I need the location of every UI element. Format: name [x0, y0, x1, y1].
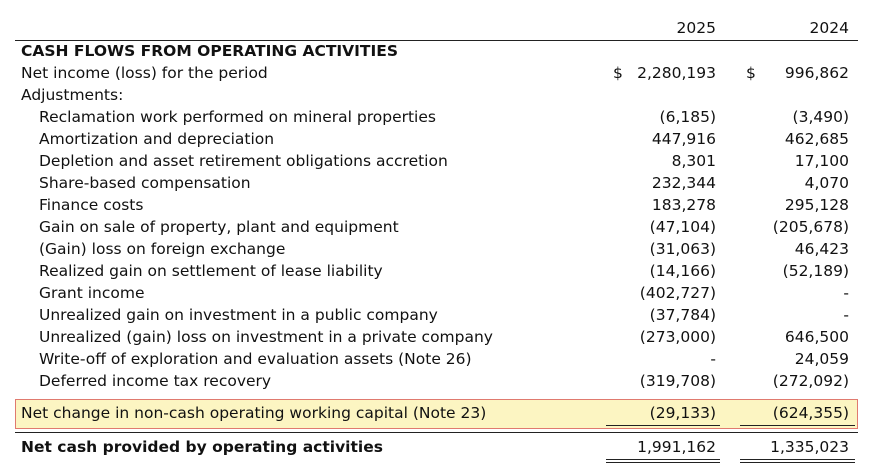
total-rule-2025-a [606, 459, 720, 460]
adjustment-label: Grant income [39, 284, 145, 302]
adjustment-row: Depletion and asset retirement obligatio… [0, 150, 876, 172]
adjustment-label: Finance costs [39, 196, 144, 214]
adjustment-value-2024: (272,092) [772, 372, 849, 390]
total-rule-2024-b [740, 462, 855, 463]
total-label: Net cash provided by operating activitie… [21, 438, 383, 456]
adjustment-label: Unrealized gain on investment in a publi… [39, 306, 438, 324]
net-income-label: Net income (loss) for the period [21, 64, 268, 82]
total-rule-2024-a [740, 459, 855, 460]
total-2025: 1,991,162 [637, 438, 716, 456]
working-capital-2024: (624,355) [772, 404, 849, 422]
year-header-2025: 2025 [676, 19, 716, 37]
working-capital-row: Net change in non-cash operating working… [0, 402, 876, 424]
total-top-rule [15, 432, 858, 433]
adjustment-value-2025: (47,104) [649, 218, 716, 236]
adjustment-value-2025: (319,708) [639, 372, 716, 390]
total-2024: 1,335,023 [770, 438, 849, 456]
adjustment-value-2025: (37,784) [649, 306, 716, 324]
adjustment-value-2024: 295,128 [784, 196, 849, 214]
adjustment-row: Realized gain on settlement of lease lia… [0, 260, 876, 282]
adjustment-value-2024: - [843, 306, 849, 324]
adjustment-row: Grant income (402,727) - [0, 282, 876, 304]
adjustment-row: Share-based compensation 232,344 4,070 [0, 172, 876, 194]
adjustment-value-2025: (402,727) [639, 284, 716, 302]
adjustment-value-2025: 232,344 [651, 174, 716, 192]
highlight-box [15, 399, 858, 429]
adjustment-row: Gain on sale of property, plant and equi… [0, 216, 876, 238]
adjustment-value-2024: 462,685 [784, 130, 849, 148]
adjustment-label: Deferred income tax recovery [39, 372, 272, 390]
adjustment-row: Deferred income tax recovery (319,708) (27… [0, 370, 876, 392]
adjustment-label: Depletion and asset retirement obligatio… [39, 152, 448, 170]
adjustment-value-2025: (6,185) [659, 108, 716, 126]
adjustment-value-2025: 8,301 [671, 152, 716, 170]
adjustment-value-2025: - [710, 350, 716, 368]
adjustment-value-2025: 447,916 [651, 130, 716, 148]
subtotal-rule-2025 [606, 425, 720, 426]
currency-symbol-2025: $ [613, 64, 623, 82]
adjustment-value-2024: (52,189) [782, 262, 849, 280]
adjustment-row: Reclamation work performed on mineral pr… [0, 106, 876, 128]
subtotal-rule-2024 [740, 425, 855, 426]
adjustment-value-2024: 46,423 [794, 240, 849, 258]
adjustment-value-2025: (31,063) [649, 240, 716, 258]
working-capital-label: Net change in non-cash operating working… [21, 404, 487, 422]
adjustment-value-2024: (3,490) [792, 108, 849, 126]
adjustment-row: Unrealized (gain) loss on investment in … [0, 326, 876, 348]
adjustment-value-2024: 24,059 [794, 350, 849, 368]
adjustment-value-2024: (205,678) [772, 218, 849, 236]
section-title: CASH FLOWS FROM OPERATING ACTIVITIES [21, 42, 399, 60]
total-row: Net cash provided by operating activitie… [0, 436, 876, 458]
net-income-2024: 996,862 [784, 64, 849, 82]
adjustment-label: Unrealized (gain) loss on investment in … [39, 328, 493, 346]
adjustment-row: Amortization and depreciation 447,916 462,… [0, 128, 876, 150]
section-title-row: CASH FLOWS FROM OPERATING ACTIVITIES [0, 40, 876, 62]
adjustment-value-2024: 646,500 [784, 328, 849, 346]
adjustment-label: (Gain) loss on foreign exchange [39, 240, 286, 258]
adjustment-value-2024: 17,100 [794, 152, 849, 170]
year-header-2024: 2024 [809, 19, 849, 37]
adjustment-row: Finance costs 183,278 295,128 [0, 194, 876, 216]
net-income-row: Net income (loss) for the period $ 2,280… [0, 62, 876, 84]
total-rule-2025-b [606, 462, 720, 463]
adjustment-value-2024: - [843, 284, 849, 302]
adjustment-label: Realized gain on settlement of lease lia… [39, 262, 383, 280]
adjustment-row: Write-off of exploration and evaluation … [0, 348, 876, 370]
adjustment-label: Share-based compensation [39, 174, 251, 192]
adjustment-label: Gain on sale of property, plant and equi… [39, 218, 399, 236]
adjustment-label: Reclamation work performed on mineral pr… [39, 108, 436, 126]
working-capital-2025: (29,133) [649, 404, 716, 422]
adjustment-value-2025: (273,000) [639, 328, 716, 346]
adjustment-value-2025: 183,278 [651, 196, 716, 214]
adjustment-value-2024: 4,070 [804, 174, 849, 192]
header-rule [15, 40, 858, 41]
adjustment-value-2025: (14,166) [649, 262, 716, 280]
adjustment-label: Amortization and depreciation [39, 130, 275, 148]
adjustments-label: Adjustments: [21, 86, 124, 104]
adjustments-row: Adjustments: [0, 84, 876, 106]
adjustment-row: Unrealized gain on investment in a publi… [0, 304, 876, 326]
net-income-2025: 2,280,193 [637, 64, 716, 82]
currency-symbol-2024: $ [746, 64, 756, 82]
adjustment-label: Write-off of exploration and evaluation … [39, 350, 472, 368]
adjustment-row: (Gain) loss on foreign exchange (31,063) 4… [0, 238, 876, 260]
